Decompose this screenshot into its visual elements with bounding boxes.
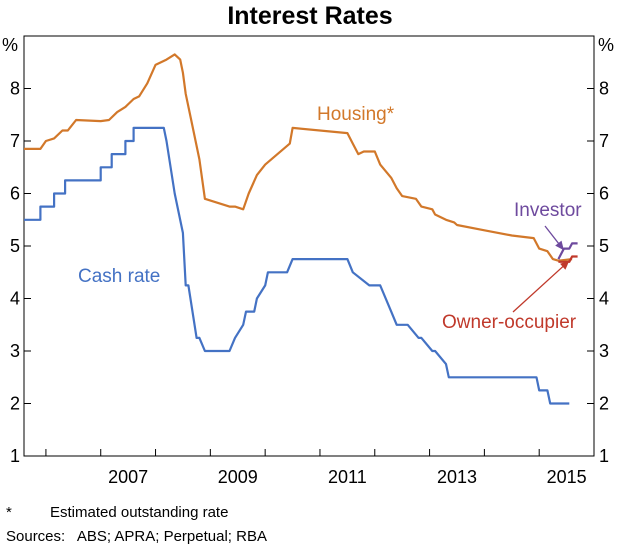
y-tick-label-left: 6 bbox=[10, 184, 20, 204]
series-lines bbox=[24, 53, 578, 405]
y-tick-label-left: 2 bbox=[10, 394, 20, 414]
footnote-sources: Sources: ABS; APRA; Perpetual; RBA bbox=[6, 528, 267, 545]
interest-rates-chart: % % 1 1 2 2 3 3 4 4 5 5 6 6 7 7 8 8 2007 2009 2011 2013 2015… bbox=[2, 35, 614, 488]
footnote-marker: * bbox=[6, 504, 12, 521]
y-tick-label-right: 8 bbox=[599, 79, 609, 99]
y-axis-unit-right: % bbox=[598, 35, 614, 55]
annotation-arrow-head bbox=[560, 260, 570, 270]
y-tick-label-left: 7 bbox=[10, 131, 20, 151]
y-tick-label-left: 8 bbox=[10, 79, 20, 99]
footnote-text: Estimated outstanding rate bbox=[50, 504, 229, 521]
y-tick-label-left: 4 bbox=[10, 289, 20, 309]
y-tick-label-right: 5 bbox=[599, 236, 609, 256]
y-tick-label-right: 4 bbox=[599, 289, 609, 309]
series-labels: Housing* Cash rate Investor Owner-occupier bbox=[78, 104, 582, 333]
y-tick-label-right: 7 bbox=[599, 131, 609, 151]
y-tick-label-left: 1 bbox=[10, 446, 20, 466]
series-line-cash-rate bbox=[24, 126, 570, 405]
x-tick-label: 2009 bbox=[218, 467, 258, 487]
y-axis-unit-left: % bbox=[2, 35, 18, 55]
y-tick-label-left: 3 bbox=[10, 341, 20, 361]
series-line-investor bbox=[557, 242, 578, 260]
y-tick-label-right: 6 bbox=[599, 184, 609, 204]
annotation-arrow-line bbox=[512, 260, 570, 313]
x-tick-label: 2015 bbox=[547, 467, 587, 487]
series-label-owner-occupier: Owner-occupier bbox=[442, 312, 577, 333]
series-label-cash-rate: Cash rate bbox=[78, 266, 160, 287]
y-tick-label-right: 1 bbox=[599, 446, 609, 466]
series-label-housing: Housing* bbox=[317, 104, 395, 125]
axes: 1 1 2 2 3 3 4 4 5 5 6 6 7 7 8 8 2007 2009 2011 2013 2015 bbox=[10, 79, 609, 488]
annotation-arrow-head bbox=[555, 240, 564, 251]
x-tick-label: 2011 bbox=[328, 467, 367, 487]
footnote-estimate: * Estimated outstanding rate bbox=[6, 504, 228, 521]
series-line-housing- bbox=[24, 53, 573, 262]
chart-title: Interest Rates bbox=[227, 2, 393, 30]
y-tick-label-right: 2 bbox=[599, 394, 609, 414]
y-tick-label-left: 5 bbox=[10, 236, 20, 256]
y-tick-label-right: 3 bbox=[599, 341, 609, 361]
series-line-owner-occupier bbox=[558, 255, 578, 263]
x-tick-label: 2013 bbox=[437, 467, 477, 487]
plot-frame bbox=[23, 35, 595, 457]
x-tick-label: 2007 bbox=[108, 467, 148, 487]
series-label-investor: Investor bbox=[514, 200, 582, 221]
